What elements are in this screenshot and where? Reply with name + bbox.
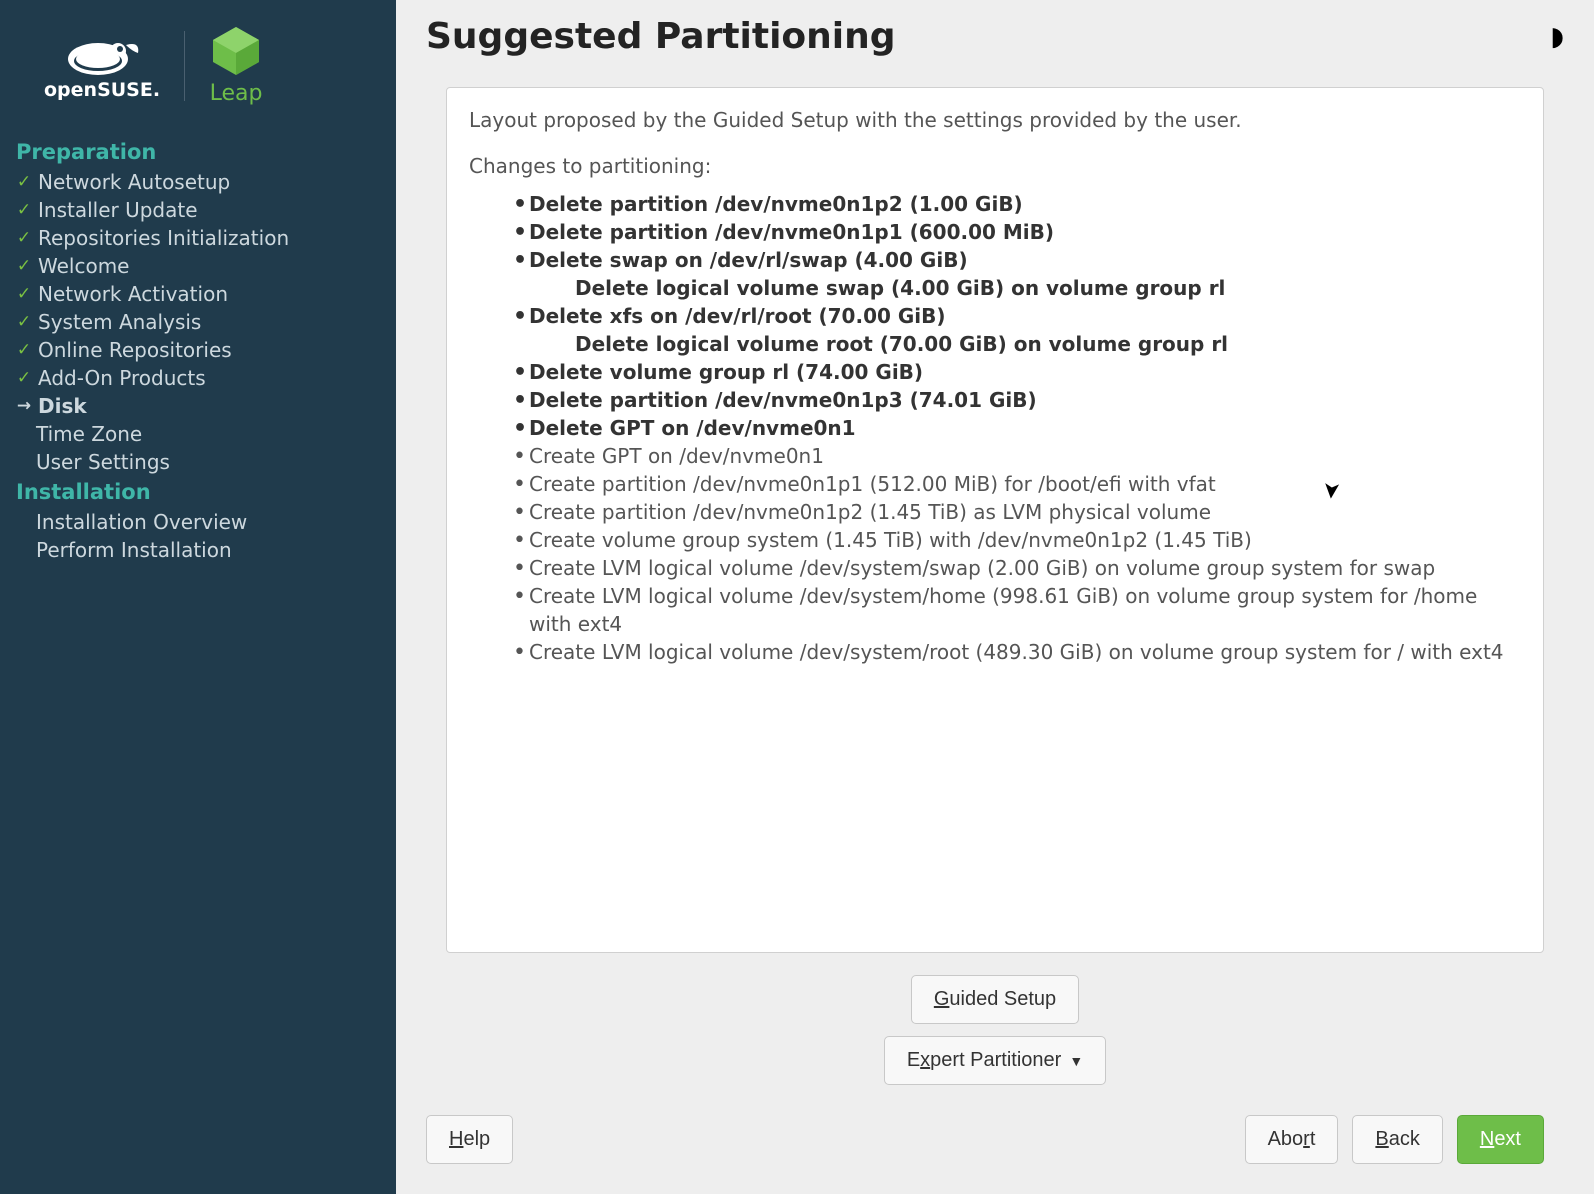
opensuse-logo: openSUSE. [44, 31, 160, 101]
changes-label: Changes to partitioning: [469, 152, 1521, 180]
theme-toggle-icon[interactable]: ◗ [1550, 16, 1564, 52]
check-icon: ✓ [16, 368, 32, 388]
nav-item-label: Repositories Initialization [38, 226, 289, 250]
change-item: Create GPT on /dev/nvme0n1 [515, 442, 1521, 470]
header: Suggested Partitioning ◗ [396, 0, 1594, 67]
check-icon: ✓ [16, 312, 32, 332]
nav-item-label: Perform Installation [36, 538, 232, 562]
nav-item-disk[interactable]: → Disk [14, 392, 382, 420]
change-item-sub: Delete logical volume root (70.00 GiB) o… [515, 330, 1521, 358]
leap-label: Leap [210, 81, 263, 106]
change-item: Delete GPT on /dev/nvme0n1 [515, 414, 1521, 442]
intro-text: Layout proposed by the Guided Setup with… [469, 106, 1521, 134]
nav-item-network-activation[interactable]: ✓ Network Activation [14, 280, 382, 308]
page-title: Suggested Partitioning [426, 16, 896, 57]
nav-item-online-repositories[interactable]: ✓ Online Repositories [14, 336, 382, 364]
expert-partitioner-button[interactable]: Expert Partitioner ▼ [884, 1036, 1106, 1085]
nav-item-label: Installer Update [38, 198, 198, 222]
change-item: Delete volume group rl (74.00 GiB) [515, 358, 1521, 386]
nav-section-title: Installation [14, 476, 382, 508]
back-button[interactable]: Back [1352, 1115, 1442, 1164]
check-icon: ✓ [16, 284, 32, 304]
nav-item-perform-installation: Perform Installation [14, 536, 382, 564]
nav-item-system-analysis[interactable]: ✓ System Analysis [14, 308, 382, 336]
nav-item-label: Time Zone [36, 422, 142, 446]
nav-item-label: System Analysis [38, 310, 201, 334]
change-item: Create volume group system (1.45 TiB) wi… [515, 526, 1521, 554]
nav-item-installation-overview: Installation Overview [14, 508, 382, 536]
change-item: Delete partition /dev/nvme0n1p3 (74.01 G… [515, 386, 1521, 414]
change-item: Create LVM logical volume /dev/system/ho… [515, 582, 1521, 638]
change-item: Delete partition /dev/nvme0n1p2 (1.00 Gi… [515, 190, 1521, 218]
nav-item-user-settings: User Settings [14, 448, 382, 476]
opensuse-label: openSUSE. [44, 79, 160, 101]
change-item: Create partition /dev/nvme0n1p1 (512.00 … [515, 470, 1521, 498]
change-item-sub: Delete logical volume swap (4.00 GiB) on… [515, 274, 1521, 302]
mid-buttons: Guided Setup Expert Partitioner ▼ [396, 963, 1594, 1105]
nav-item-label: Disk [38, 394, 87, 418]
footer: Help Abort Back Next [396, 1105, 1594, 1194]
nav-item-label: Add-On Products [38, 366, 206, 390]
change-item: Delete swap on /dev/rl/swap (4.00 GiB) [515, 246, 1521, 274]
check-icon: ✓ [16, 228, 32, 248]
abort-button[interactable]: Abort [1245, 1115, 1339, 1164]
sidebar: openSUSE. Leap Preparation ✓ Network Autos… [0, 0, 396, 1194]
check-icon: ✓ [16, 200, 32, 220]
nav-item-time-zone: Time Zone [14, 420, 382, 448]
nav-item-label: Online Repositories [38, 338, 232, 362]
nav-item-label: Installation Overview [36, 510, 247, 534]
content-panel: Layout proposed by the Guided Setup with… [446, 87, 1544, 953]
change-list: Delete partition /dev/nvme0n1p2 (1.00 Gi… [469, 190, 1521, 666]
check-icon: ✓ [16, 172, 32, 192]
check-icon: ✓ [16, 256, 32, 276]
change-item: Create partition /dev/nvme0n1p2 (1.45 Ti… [515, 498, 1521, 526]
check-icon: ✓ [16, 340, 32, 360]
nav-item-installer-update[interactable]: ✓ Installer Update [14, 196, 382, 224]
nav-item-label: Welcome [38, 254, 129, 278]
change-item: Delete xfs on /dev/rl/root (70.00 GiB) [515, 302, 1521, 330]
nav-item-repositories-initialization[interactable]: ✓ Repositories Initialization [14, 224, 382, 252]
chevron-down-icon: ▼ [1069, 1053, 1083, 1069]
nav-item-label: Network Autosetup [38, 170, 230, 194]
nav-section-title: Preparation [14, 136, 382, 168]
logo-row: openSUSE. Leap [14, 20, 382, 136]
next-button[interactable]: Next [1457, 1115, 1544, 1164]
change-item: Create LVM logical volume /dev/system/ro… [515, 638, 1521, 666]
change-item: Delete partition /dev/nvme0n1p1 (600.00 … [515, 218, 1521, 246]
nav-item-add-on-products[interactable]: ✓ Add-On Products [14, 364, 382, 392]
nav-item-label: Network Activation [38, 282, 228, 306]
help-button[interactable]: Help [426, 1115, 513, 1164]
logo-separator [184, 31, 185, 101]
leap-logo: Leap [209, 25, 263, 106]
guided-setup-button[interactable]: Guided Setup [911, 975, 1079, 1024]
arrow-right-icon: → [16, 396, 32, 416]
main-area: Suggested Partitioning ◗ Layout proposed… [396, 0, 1594, 1194]
nav-item-welcome[interactable]: ✓ Welcome [14, 252, 382, 280]
nav-item-label: User Settings [36, 450, 170, 474]
nav-item-network-autosetup[interactable]: ✓ Network Autosetup [14, 168, 382, 196]
change-item: Create LVM logical volume /dev/system/sw… [515, 554, 1521, 582]
